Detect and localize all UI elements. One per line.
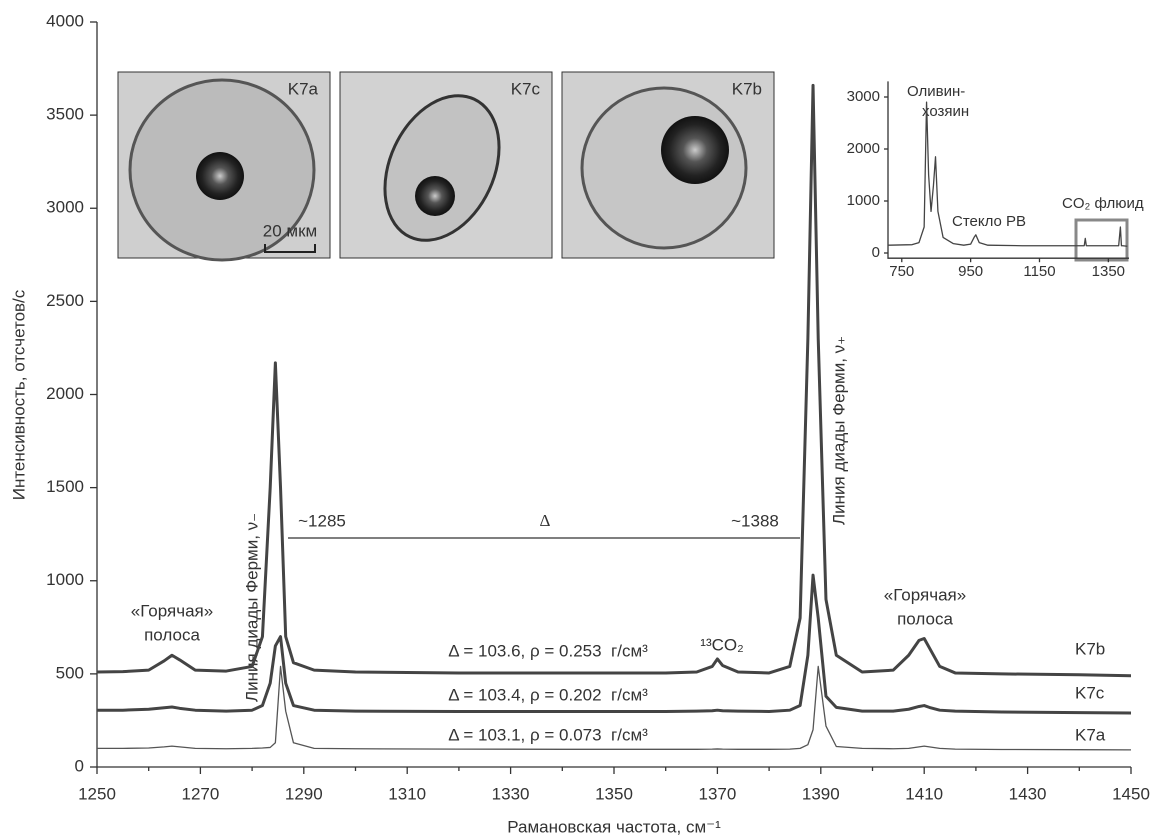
y-tick-label: 1000 (847, 192, 880, 209)
inset-annotations: Оливин- хозяин Стекло РВ CO₂ флюид (907, 83, 1144, 262)
scale-label: 20 мкм (263, 221, 317, 240)
annotations: «Горячая» полоса «Горячая» полоса Линия … (9, 289, 1105, 836)
spectrum-line (887, 101, 1128, 247)
x-tick-label: 750 (889, 263, 914, 280)
y-tick-label: 1500 (46, 477, 84, 496)
y-tick-label: 4000 (46, 11, 84, 30)
annotation: полоса (897, 609, 953, 628)
annotation: Линия диады Ферми, ν₋ (242, 513, 261, 702)
legend-label: K7a (1075, 725, 1106, 744)
photo-label: K7a (288, 79, 319, 98)
x-tick-label: 1270 (181, 784, 219, 803)
bubble (415, 176, 455, 216)
inclusion (383, 94, 501, 242)
x-tick-label: 1150 (1023, 263, 1055, 280)
x-tick-label: 950 (958, 263, 983, 280)
y-tick-label: 0 (872, 244, 880, 261)
spectrum-line (97, 573, 1132, 715)
y-tick-label: 2000 (847, 140, 880, 157)
x-tick-label: 1250 (78, 784, 116, 803)
annotation: полоса (144, 625, 200, 644)
y-tick-label: 3500 (46, 105, 84, 124)
annotation: Δ = 103.6, ρ = 0.253 г/см³ (448, 641, 648, 660)
bubble (196, 152, 244, 200)
spectrum-line (96, 83, 1132, 678)
spectrum-line (97, 665, 1132, 751)
y-tick-label: 1000 (46, 570, 84, 589)
y-tick-label: 3000 (847, 88, 880, 105)
x-tick-label: 1450 (1112, 784, 1150, 803)
legend-label: K7c (1075, 683, 1105, 702)
annotation: ~1388 (731, 511, 779, 530)
y-tick-label: 500 (56, 663, 84, 682)
y-tick-label: 2500 (46, 291, 84, 310)
annotation: Линия диады Ферми, ν₊ (829, 336, 848, 525)
plot: 0 500 1000 1500 2000 2500 3000 3500 4000 1250 1270… (46, 11, 1150, 803)
y-tick-label: 0 (75, 756, 84, 775)
photos: K7a 20 мкм K7c K7b (117, 71, 775, 262)
plot: 0 1000 2000 3000 750 950 1150 1350 (847, 81, 1129, 280)
x-tick-label: 1370 (698, 784, 736, 803)
photo-label: K7b (732, 79, 762, 98)
annotation: Δ = 103.1, ρ = 0.073 г/см³ (448, 725, 648, 744)
x-tick-label: 1430 (1009, 784, 1047, 803)
y-axis-title: Интенсивность, отсчетов/с (9, 289, 28, 500)
scale-bar (264, 244, 316, 253)
annotation: Стекло РВ (952, 213, 1026, 230)
axis-line (887, 81, 1129, 259)
y-tick-label: 2000 (46, 384, 84, 403)
annotation: «Горячая» (131, 601, 213, 620)
annotation: ¹³CO₂ (700, 635, 743, 654)
x-tick-label: 1410 (905, 784, 943, 803)
annotation: Δ (540, 511, 551, 530)
y-tick-label: 3000 (46, 198, 84, 217)
annotation: ~1285 (298, 511, 346, 530)
x-tick-label: 1350 (595, 784, 633, 803)
annotation: Δ = 103.4, ρ = 0.202 г/см³ (448, 685, 648, 704)
x-tick-label: 1290 (285, 784, 323, 803)
annotation: хозяин (922, 103, 969, 120)
photo-label: K7c (511, 79, 541, 98)
bubble (661, 116, 729, 184)
highlight-box (1074, 218, 1129, 262)
x-tick-label: 1310 (388, 784, 426, 803)
x-tick-label: 1330 (492, 784, 530, 803)
x-tick-label: 1390 (802, 784, 840, 803)
annotation: «Горячая» (884, 585, 966, 604)
annotation: Оливин- (907, 83, 965, 100)
x-axis-title: Рамановская частота, см⁻¹ (507, 817, 721, 836)
legend-label: K7b (1075, 639, 1105, 658)
annotation: CO₂ флюид (1062, 195, 1144, 212)
x-tick-label: 1350 (1092, 263, 1125, 280)
